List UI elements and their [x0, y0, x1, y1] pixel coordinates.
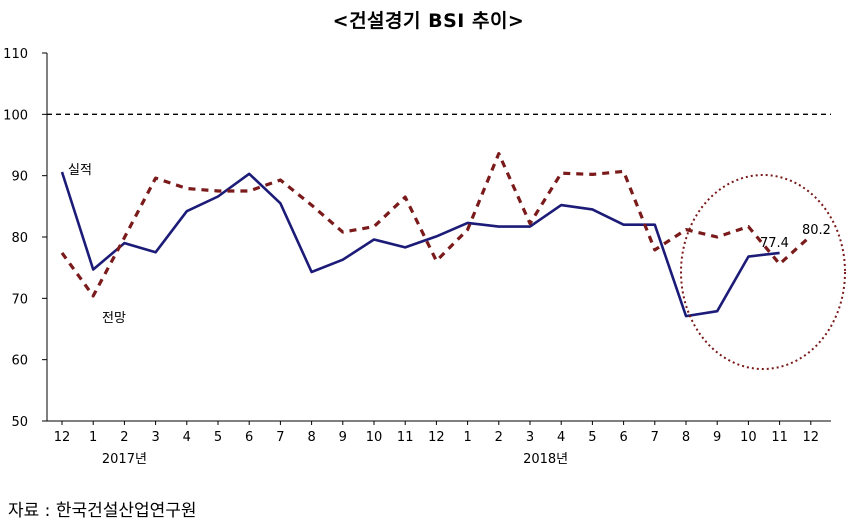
x-tick-label: 2 — [495, 430, 503, 445]
x-tick-label: 1 — [89, 430, 97, 445]
x-tick-label: 8 — [682, 430, 690, 445]
x-tick-label: 6 — [619, 430, 627, 445]
chart-title: <건설경기 BSI 추이> — [332, 10, 525, 32]
x-tick-label: 9 — [339, 430, 347, 445]
series-label-actual: 실적 — [68, 163, 92, 178]
highlight-circle — [680, 174, 846, 370]
x-tick-label: 8 — [307, 430, 315, 445]
y-tick-label: 60 — [11, 354, 28, 369]
point-label-forecast: 80.2 — [802, 223, 831, 238]
series-actual-line — [60, 171, 780, 318]
x-tick-label: 5 — [588, 430, 596, 445]
y-tick-label: 80 — [11, 231, 28, 246]
y-tick-label: 90 — [11, 170, 28, 185]
x-tick-label: 7 — [276, 430, 284, 445]
year-label: 2018년 — [523, 452, 568, 467]
year-label: 2017년 — [102, 452, 147, 467]
x-tick-label: 7 — [651, 430, 659, 445]
x-tick-label: 6 — [245, 430, 253, 445]
x-tick-label: 4 — [183, 430, 191, 445]
x-tick-label: 12 — [54, 430, 71, 445]
x-tick-label: 11 — [771, 430, 788, 445]
x-tick-label: 2 — [120, 430, 128, 445]
x-tick-label: 4 — [557, 430, 565, 445]
y-tick-label: 50 — [11, 415, 28, 430]
x-tick-label: 5 — [214, 430, 222, 445]
y-tick-label: 70 — [11, 292, 28, 307]
x-tick-label: 12 — [428, 430, 445, 445]
y-tick-label: 110 — [3, 47, 28, 62]
source-note: 자료 : 한국건설산업연구원 — [8, 501, 197, 521]
point-label-actual: 77.4 — [760, 236, 789, 251]
y-tick-label: 100 — [3, 108, 28, 123]
series-group — [60, 152, 812, 318]
x-tick-label: 1 — [463, 430, 471, 445]
x-tick-label: 3 — [526, 430, 534, 445]
x-tick-label: 10 — [740, 430, 757, 445]
x-tick-label: 9 — [713, 430, 721, 445]
series-forecast-line — [60, 152, 812, 298]
x-tick-label: 11 — [397, 430, 414, 445]
x-tick-label: 3 — [151, 430, 159, 445]
x-tick-label: 12 — [803, 430, 820, 445]
x-tick-label: 10 — [366, 430, 383, 445]
series-label-forecast: 전망 — [102, 311, 126, 326]
